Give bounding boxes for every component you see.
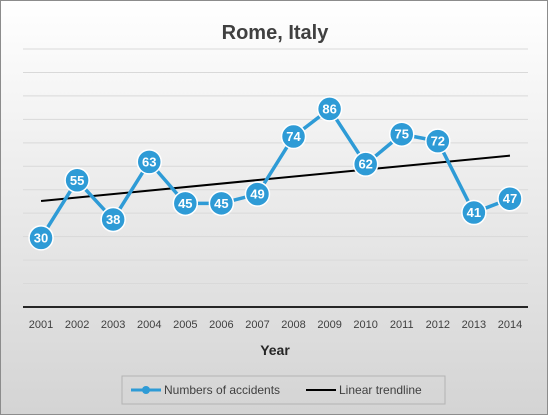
x-tick-label: 2001 bbox=[29, 319, 53, 331]
legend-series-marker bbox=[142, 386, 150, 394]
data-label: 45 bbox=[214, 196, 228, 211]
x-tick-label: 2011 bbox=[390, 319, 414, 331]
legend-series-label: Numbers of accidents bbox=[164, 383, 280, 397]
data-label: 62 bbox=[358, 157, 372, 172]
x-axis-title: Year bbox=[260, 342, 290, 358]
x-tick-label: 2009 bbox=[317, 319, 341, 331]
x-tick-label: 2013 bbox=[462, 319, 486, 331]
x-tick-label: 2006 bbox=[209, 319, 233, 331]
data-point bbox=[389, 121, 415, 147]
legend: Numbers of accidents Linear trendline bbox=[121, 375, 446, 405]
data-point bbox=[461, 199, 487, 226]
data-point bbox=[136, 149, 162, 175]
x-tick-label: 2004 bbox=[137, 319, 161, 331]
data-label: 55 bbox=[70, 173, 84, 188]
x-tick-label: 2010 bbox=[353, 319, 377, 331]
data-label: 41 bbox=[467, 205, 481, 220]
data-point bbox=[100, 206, 126, 233]
data-point bbox=[28, 225, 54, 251]
data-label: 72 bbox=[431, 134, 445, 149]
x-tick-label: 2005 bbox=[173, 319, 197, 331]
data-label: 74 bbox=[286, 129, 301, 144]
data-point bbox=[316, 96, 343, 122]
x-tick-label: 2007 bbox=[245, 319, 269, 331]
data-label: 49 bbox=[250, 187, 264, 202]
trendline-layer bbox=[40, 154, 511, 203]
legend-box bbox=[121, 375, 446, 405]
data-label: 38 bbox=[106, 212, 120, 227]
x-axis-ticks: 2001 2002 2003 2004 2005 2006 2007 2008 2009 2010… bbox=[29, 319, 522, 331]
data-label: 45 bbox=[178, 196, 192, 211]
data-label: 75 bbox=[395, 127, 409, 142]
data-point bbox=[172, 190, 199, 217]
data-label: 86 bbox=[322, 101, 336, 116]
data-label: 63 bbox=[142, 154, 156, 169]
data-point bbox=[425, 128, 451, 154]
data-point bbox=[208, 190, 235, 217]
data-label: 47 bbox=[503, 191, 517, 206]
data-point bbox=[64, 167, 90, 194]
data-label: 30 bbox=[34, 230, 48, 245]
x-tick-label: 2002 bbox=[65, 319, 89, 331]
chart-title: Rome, Italy bbox=[222, 22, 330, 44]
series-layer: 30 55 38 63 45 45 49 74 86 62 75 72 41 47 bbox=[28, 96, 523, 251]
x-tick-label: 2014 bbox=[498, 319, 522, 331]
x-tick-label: 2008 bbox=[281, 319, 305, 331]
x-tick-label: 2003 bbox=[101, 319, 125, 331]
data-point bbox=[497, 185, 523, 212]
data-point bbox=[352, 151, 379, 177]
legend-trend-label: Linear trendline bbox=[339, 383, 422, 397]
x-tick-label: 2012 bbox=[426, 319, 450, 331]
data-point bbox=[280, 123, 307, 150]
trendline bbox=[40, 154, 511, 203]
data-point bbox=[244, 181, 271, 207]
